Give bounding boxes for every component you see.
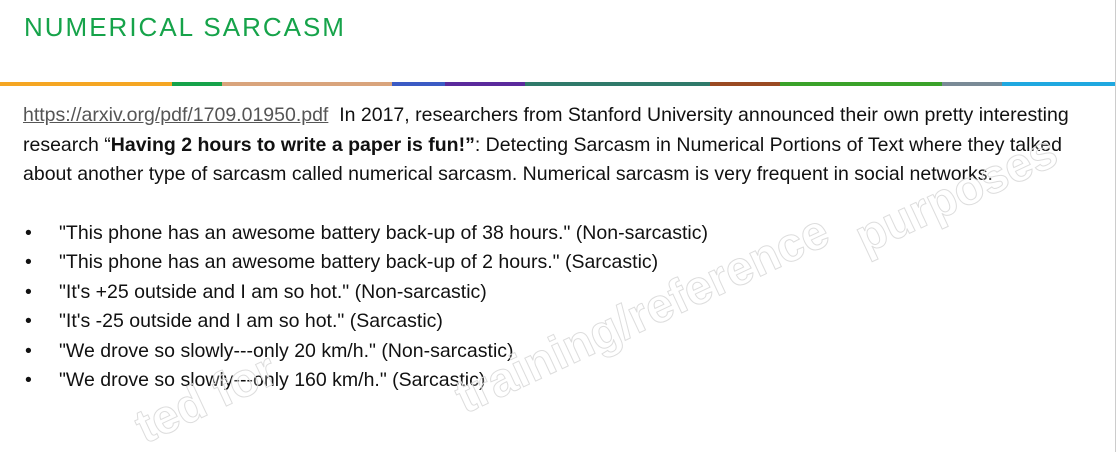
- example-item: "We drove so slowly---only 160 km/h." (S…: [23, 366, 1098, 396]
- example-item: "This phone has an awesome battery back-…: [23, 219, 1098, 249]
- example-list: "This phone has an awesome battery back-…: [23, 219, 1098, 396]
- example-item: "We drove so slowly---only 20 km/h." (No…: [23, 337, 1098, 367]
- example-item: "It's +25 outside and I am so hot." (Non…: [23, 278, 1098, 308]
- example-item: "This phone has an awesome battery back-…: [23, 248, 1098, 278]
- intro-text: : Detecting Sarcasm in Numerical Portion…: [23, 133, 1062, 186]
- paper-link[interactable]: https://arxiv.org/pdf/1709.01950.pdf: [23, 104, 329, 126]
- intro-paragraph: https://arxiv.org/pdf/1709.01950.pdf In …: [23, 101, 1098, 190]
- slide-title: NUMERICAL SARCASM: [24, 12, 346, 42]
- example-item: "It's -25 outside and I am so hot." (Sar…: [23, 307, 1098, 337]
- content: https://arxiv.org/pdf/1709.01950.pdf In …: [23, 101, 1098, 396]
- intro-text: In 2017, researchers from Stanford Unive…: [23, 104, 1069, 156]
- intro-bold: Having 2 hours to write a paper is fun!”: [110, 133, 475, 156]
- color-bar: [0, 82, 1115, 86]
